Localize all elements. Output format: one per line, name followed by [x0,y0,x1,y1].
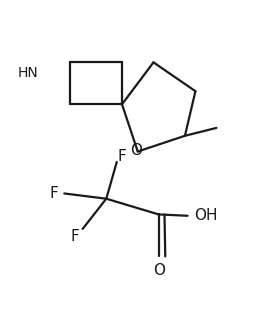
Text: F: F [118,149,126,164]
Text: O: O [153,263,165,278]
Text: OH: OH [194,208,218,223]
Text: O: O [130,143,142,158]
Text: F: F [50,186,58,201]
Text: HN: HN [17,66,38,80]
Text: F: F [70,229,79,244]
